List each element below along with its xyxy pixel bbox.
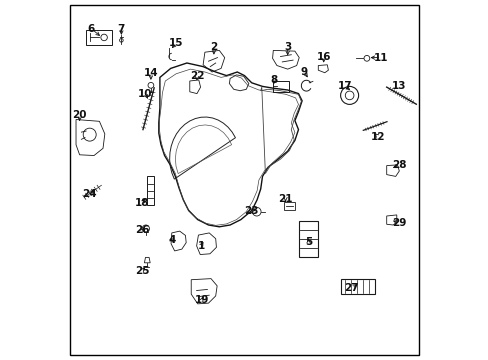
Text: 21: 21: [278, 194, 292, 204]
Text: 28: 28: [391, 160, 406, 170]
Text: 14: 14: [143, 68, 158, 78]
Text: 2: 2: [210, 42, 217, 52]
Text: 22: 22: [189, 71, 204, 81]
Text: 10: 10: [138, 89, 152, 99]
Text: 17: 17: [337, 81, 352, 91]
Text: 20: 20: [72, 110, 87, 120]
Bar: [272, 81, 288, 92]
Bar: [284, 202, 294, 210]
Text: 5: 5: [305, 237, 311, 247]
Text: 16: 16: [316, 51, 330, 62]
Text: 26: 26: [135, 225, 149, 235]
Text: 12: 12: [370, 132, 385, 142]
Text: 25: 25: [134, 266, 149, 276]
Bar: [298, 221, 318, 257]
Text: 7: 7: [118, 24, 125, 34]
Text: 8: 8: [270, 75, 277, 85]
Bar: [147, 176, 153, 205]
Text: 4: 4: [168, 235, 175, 246]
Text: 18: 18: [134, 198, 149, 208]
Text: 27: 27: [344, 283, 358, 293]
Bar: [340, 279, 374, 294]
Text: 11: 11: [373, 53, 388, 63]
Text: 3: 3: [284, 42, 291, 52]
Text: 29: 29: [391, 218, 406, 228]
Text: 19: 19: [194, 294, 209, 305]
Text: 15: 15: [168, 38, 183, 48]
Bar: [86, 30, 112, 45]
Text: 6: 6: [88, 24, 95, 34]
Text: 13: 13: [391, 81, 406, 91]
Text: 24: 24: [81, 189, 96, 199]
Text: 1: 1: [197, 240, 204, 251]
Text: 23: 23: [244, 206, 259, 216]
Text: 9: 9: [300, 67, 307, 77]
